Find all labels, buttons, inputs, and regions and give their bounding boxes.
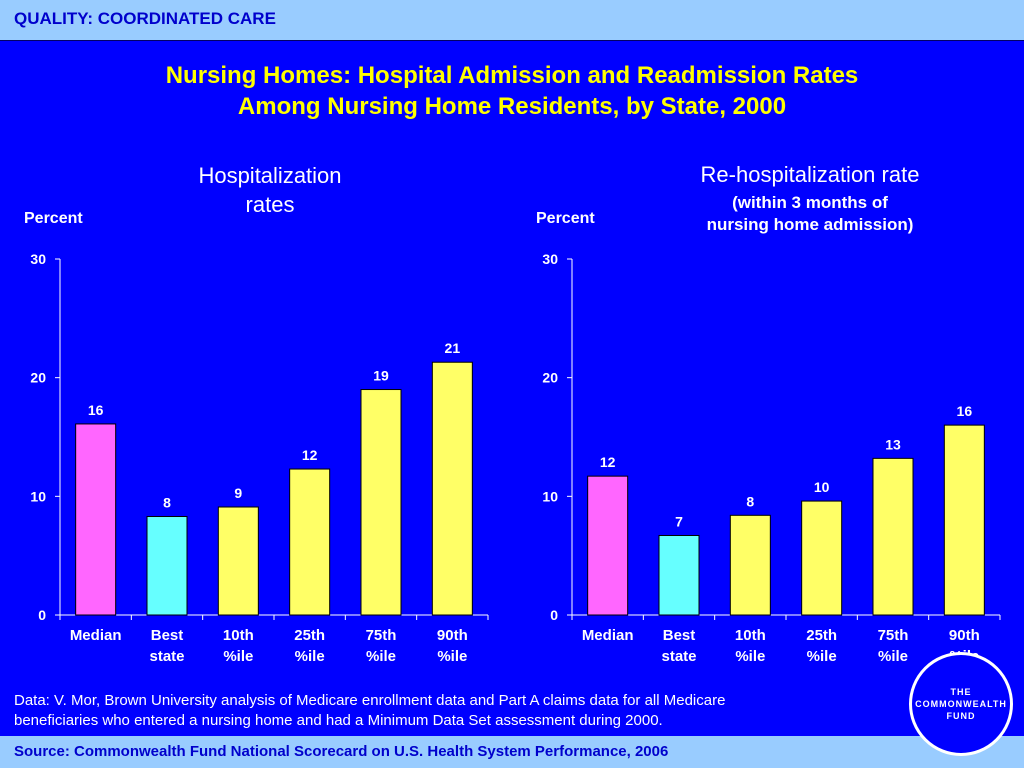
right-category-label: Best	[663, 627, 696, 644]
left-y-tick-label: 10	[30, 488, 46, 504]
right-bar	[587, 475, 629, 616]
left-category-label: Best	[151, 627, 184, 644]
left-category-label: state	[149, 648, 184, 665]
right-y-tick-label: 30	[542, 251, 558, 267]
right-y-tick-label: 0	[550, 607, 558, 623]
right-chart-subtitle: (within 3 months of nursing home admissi…	[620, 192, 1000, 236]
right-category-label: %ile	[878, 648, 908, 665]
right-data-label: 7	[675, 513, 683, 529]
left-data-label: 19	[373, 368, 389, 384]
left-bar	[289, 468, 331, 616]
right-bar	[801, 500, 843, 616]
section-label: QUALITY: COORDINATED CARE	[14, 9, 276, 28]
left-chart-title-line2: rates	[245, 192, 295, 217]
left-bar	[75, 423, 117, 616]
right-y-tick-label: 10	[542, 488, 558, 504]
right-category-label: 10th	[735, 627, 766, 644]
right-category-label: %ile	[807, 648, 837, 665]
left-data-label: 12	[302, 447, 318, 463]
slide-title: Nursing Homes: Hospital Admission and Re…	[0, 60, 1024, 122]
left-data-label: 9	[234, 485, 242, 501]
left-chart-title: Hospitalization rates	[130, 161, 410, 219]
source-text: Source: Commonwealth Fund National Score…	[14, 743, 669, 760]
right-bar	[658, 534, 700, 616]
left-category-label: %ile	[223, 648, 253, 665]
left-data-label: 8	[163, 495, 171, 511]
right-y-unit: Percent	[536, 210, 595, 227]
left-category-label: %ile	[295, 648, 325, 665]
left-y-tick-label: 30	[30, 251, 46, 267]
left-y-tick-label: 20	[30, 370, 46, 386]
logo-line3: FUND	[946, 711, 976, 721]
right-data-label: 10	[814, 479, 830, 495]
left-category-label: Median	[70, 627, 122, 644]
logo-line1: THE	[950, 687, 972, 697]
right-data-label: 8	[746, 493, 754, 509]
data-note-line1: Data: V. Mor, Brown University analysis …	[14, 692, 726, 709]
left-category-label: %ile	[437, 648, 467, 665]
logo-line2: COMMONWEALTH	[915, 699, 1007, 709]
left-category-label: 75th	[366, 627, 397, 644]
data-note-line2: beneficiaries who entered a nursing home…	[14, 712, 663, 729]
right-bar	[872, 457, 914, 616]
left-category-label: 25th	[294, 627, 325, 644]
commonwealth-fund-logo: THE COMMONWEALTH FUND	[909, 652, 1013, 756]
right-data-label: 12	[600, 454, 616, 470]
left-y-tick-label: 0	[38, 607, 46, 623]
right-category-label: 75th	[878, 627, 909, 644]
right-chart-title: Re-hospitalization rate	[700, 162, 920, 187]
left-bar	[360, 389, 402, 616]
right-data-label: 16	[957, 403, 973, 419]
right-category-label: Median	[582, 627, 634, 644]
left-bar	[431, 361, 473, 616]
data-note: Data: V. Mor, Brown University analysis …	[14, 691, 874, 731]
slide-title-line2: Among Nursing Home Residents, by State, …	[237, 93, 787, 120]
right-category-label: 90th	[949, 627, 980, 644]
right-bar	[729, 514, 771, 616]
left-category-label: 10th	[223, 627, 254, 644]
right-bar	[943, 424, 985, 616]
right-chart-subtitle-line1: (within 3 months of	[732, 193, 888, 212]
header-bar: QUALITY: COORDINATED CARE	[0, 0, 1024, 41]
right-y-tick-label: 20	[542, 370, 558, 386]
left-data-label: 21	[445, 340, 461, 356]
slide-title-line1: Nursing Homes: Hospital Admission and Re…	[165, 62, 859, 89]
right-category-label: state	[661, 648, 696, 665]
left-category-label: %ile	[366, 648, 396, 665]
left-bar	[146, 516, 188, 616]
left-y-unit: Percent	[24, 210, 83, 227]
left-bar	[217, 506, 259, 616]
right-data-label: 13	[885, 436, 901, 452]
right-chart-subtitle-line2: nursing home admission)	[706, 215, 914, 234]
left-chart-title-line1: Hospitalization	[198, 163, 342, 188]
left-data-label: 16	[88, 402, 104, 418]
left-category-label: 90th	[437, 627, 468, 644]
right-category-label: 25th	[806, 627, 837, 644]
footer-bar: Source: Commonwealth Fund National Score…	[0, 736, 1024, 768]
right-category-label: %ile	[735, 648, 765, 665]
